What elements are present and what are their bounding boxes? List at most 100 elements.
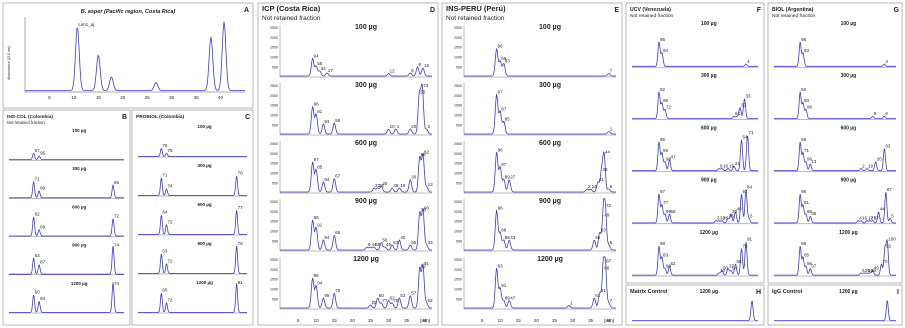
panel-f-row-0-peak-label-2: 4 [747,59,750,64]
panel-e-row-2-peak-label-7: 28 [603,167,609,172]
panel-d-row-3-peak-label-4: 9 [368,242,371,247]
panel-d-row-1-peak-label-9: 2 [428,124,431,129]
panel-g-row-4-peak-label-5: 25 [865,268,871,273]
panel-e-row-4-peak-label-8: 87 [606,258,612,263]
panel-e-row-4-peak-label-5: 61 [595,293,601,298]
panel-f-row-3-peak-label-9: 40 [737,207,743,212]
panel-a-title: B. asper (Pacific region, Costa Rica) [81,9,176,15]
panel-d-row-0-ytick-5: 2500 [270,26,278,30]
panel-a-x-tick-2: 15 [96,95,102,100]
panel-g-row-1-trace [774,91,896,119]
panel-e-frame [441,2,623,326]
panel-d-row-0-ytick-3: 1500 [270,46,278,50]
panel-d-dose-1: 300 µg [355,82,377,89]
panel-d-row-3-trace [280,207,432,251]
panel-g-row-1-peak-label-2: 96 [807,105,813,110]
panel-d-row-0-ytick-1: 500 [272,66,278,70]
panel-c-letter: C [245,114,250,121]
panel-e-row-4-ytick-1: 500 [456,298,462,302]
panel-e-row-0-ytick-5: 2500 [454,26,462,30]
panel-d-row-0-ytick-2: 1000 [270,56,278,60]
panel-e-row-2-peak-label-0: 96 [498,147,504,152]
panel-d-x-tick-5: 30 [386,318,392,323]
panel-c-row-2-peak-label-2: 77 [238,205,244,210]
panel-c-row-0-peak-label-0: 76 [162,143,168,148]
panel-c-row-2-trace [138,210,247,235]
panel-e-dose-3: 900 µg [539,198,561,205]
panel-e-x-tick-1: 10 [498,318,504,323]
panel-e-row-3-peak-label-3: 43 [510,235,516,240]
panel-h-title: Matrix Control [630,289,668,295]
panel-g-dose-4: 1200 µg [839,230,857,236]
panel-d-row-2-ytick-3: 1500 [270,162,278,166]
panel-c-row-4-trace [138,283,247,313]
panel-e-row-1-peak-label-3: 1 [610,127,613,132]
panel-e-row-2-trace [464,150,616,193]
panel-c-dose-4: 1200 µg [196,280,213,285]
panel-f-row-3-peak-label-7: 35 [729,213,735,218]
panel-e-row-0-ytick-3: 1500 [454,46,462,50]
panel-e-row-4-ytick-3: 1500 [454,278,462,282]
panel-f-row-2-peak-label-3: 47 [671,155,677,160]
panel-d-row-2-peak-label-11: 82 [424,150,430,155]
panel-e-row-3-peak-label-2: 88 [505,235,511,240]
panel-f-row-3-peak-label-1: 77 [663,200,669,205]
panel-f-row-1-peak-label-1: 95 [663,98,669,103]
panel-b-row-2-peak-label-0: 62 [35,212,41,217]
panel-g-row-4-peak-label-11: 100 [888,237,896,242]
panel-d-title: ICP (Costa Rica) [262,4,321,13]
panel-d-row-3-peak-label-0: 96 [314,215,320,220]
panel-d-x-tick-2: 15 [332,318,338,323]
panel-e-dose-4: 1200 µg [537,256,563,263]
panel-g-row-2-peak-label-7: 63 [885,143,891,148]
panel-d-row-3-peak-label-7: 56 [382,238,388,243]
panel-d-row-4-peak-label-13: 62 [428,298,434,303]
panel-i-trace [774,299,896,322]
panel-e-row-1-ytick-3: 1500 [454,104,462,108]
panel-e-row-1-trace [464,94,616,135]
panel-a-x-tick-1: 10 [71,95,77,100]
panel-c-row-4-peak-label-1: 72 [168,297,174,302]
panel-g-row-0-peak-label-0: 95 [801,37,807,42]
panel-d-x-tick-4: 25 [368,318,374,323]
panel-b-row-1-peak-label-2: 69 [114,180,120,185]
panel-e-x-label: [min] [604,318,614,323]
panel-f-row-1-peak-label-2: 72 [666,105,672,110]
panel-g-row-4-trace [774,239,896,276]
panel-b-row-3-trace [9,245,124,275]
panel-d-x-tick-0: 5 [297,318,300,323]
panel-g-row-2-trace [774,141,896,172]
panel-d-row-2-peak-label-10: 66 [421,152,427,157]
panel-i-title: IgG Control [772,289,803,295]
panel-d-row-1-peak-label-3: 58 [335,118,341,123]
panel-b-row-3-peak-label-2: 74 [114,243,120,248]
panel-g-dose-0: 100 µg [841,21,857,27]
panel-e-row-0-peak-label-0: 96 [498,44,504,49]
panel-a-y-label: Absorbance (215 nm) [7,46,11,80]
panel-d-row-4-peak-label-9: 53 [400,293,406,298]
panel-d-row-4-peak-label-6: 77 [382,298,388,303]
panel-f-row-4-peak-label-4: 10 [720,268,726,273]
panel-d-row-4-peak-label-11: 82 [421,263,427,268]
panel-f-row-4-peak-label-8: 58 [737,259,743,264]
panel-g-row-1-peak-label-3: 9 [874,111,877,116]
panel-e-row-4-peak-label-1: 91 [501,283,507,288]
panel-e-row-1-ytick-2: 1000 [454,114,462,118]
panel-d-row-3-peak-label-8: 45 [386,242,392,247]
panel-d-row-4-ytick-3: 1500 [270,278,278,282]
panel-f-row-4-peak-label-9: 76 [743,243,749,248]
panel-d-row-2-ytick-4: 2000 [270,152,278,156]
panel-d-row-2-ytick-1: 500 [272,182,278,186]
panel-d-row-2-peak-label-1: 85 [317,165,323,170]
panel-e-row-3-peak-label-8: 5 [610,240,613,245]
panel-f-row-4-peak-label-2: 98 [666,263,672,268]
panel-g-row-3-peak-label-7: 27 [871,216,877,221]
panel-f-row-4-peak-label-1: 83 [663,252,669,257]
panel-d-row-1-ytick-3: 1500 [270,104,278,108]
panel-e-row-0-peak-label-2: 83 [505,59,511,64]
panel-c-row-4-peak-label-0: 60 [162,288,168,293]
panel-e-row-4-peak-label-6: 81 [601,288,607,293]
panel-f-row-4-peak-label-6: 37 [729,263,735,268]
panel-d-row-1-ytick-2: 1000 [270,114,278,118]
